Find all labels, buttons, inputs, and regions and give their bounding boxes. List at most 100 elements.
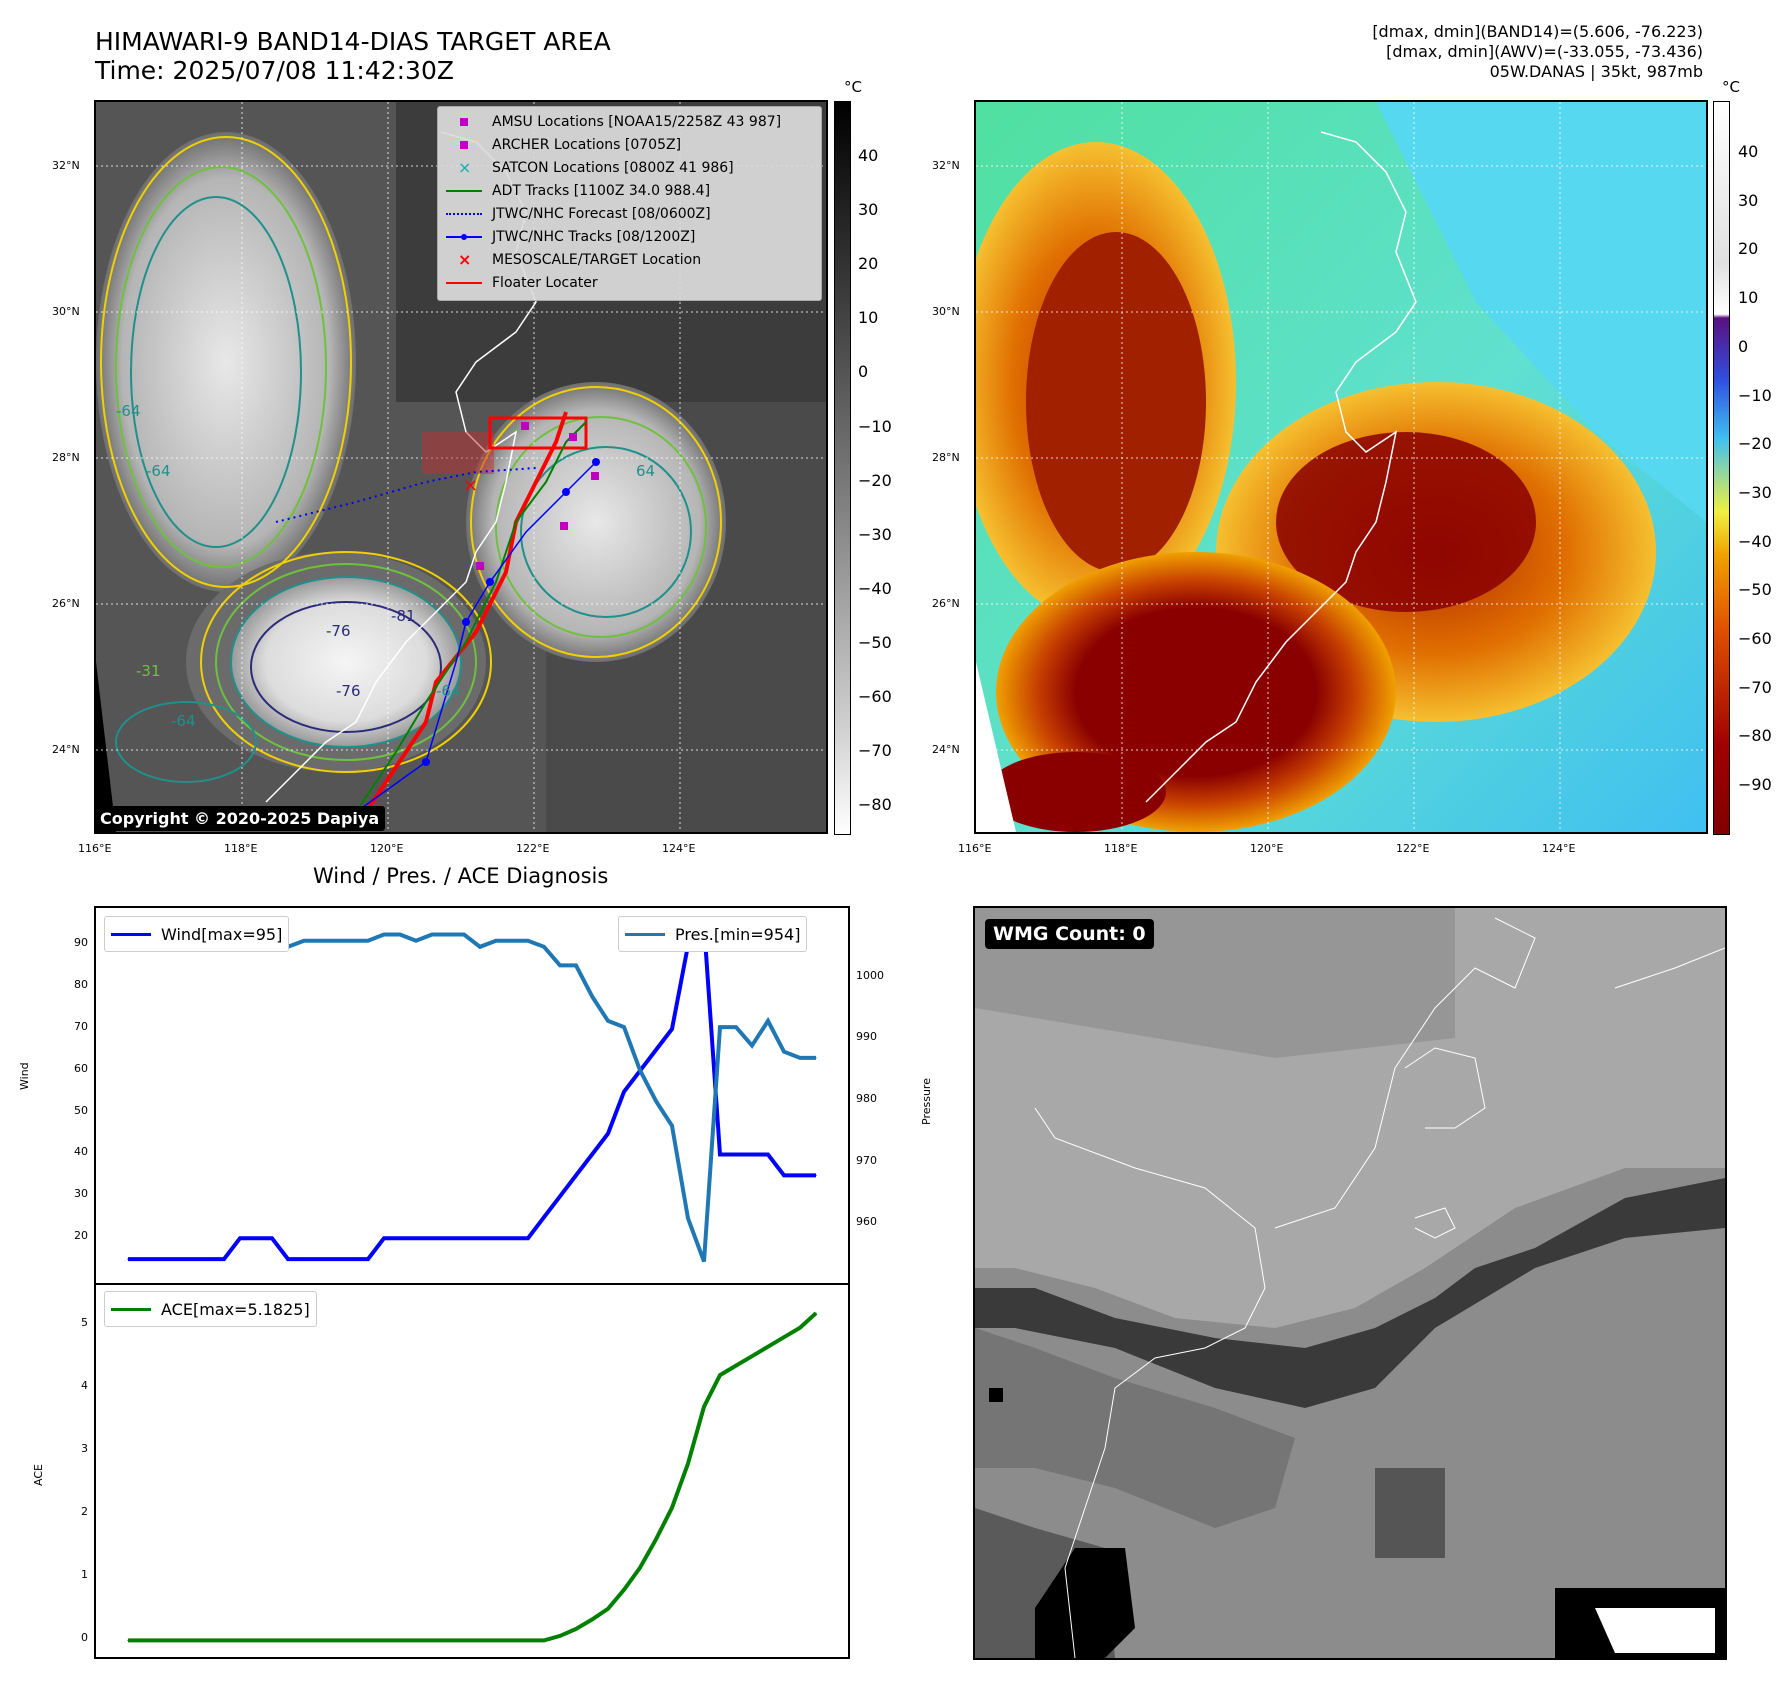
ace-line-point [527, 1639, 529, 1641]
colorbar-unit: °C [844, 78, 862, 96]
pressure-line-point [687, 1217, 689, 1219]
colorbar-tick: 40 [1738, 142, 1759, 161]
ace-line-point [127, 1639, 129, 1641]
awv-map-canvas [976, 102, 1706, 832]
ace-line [128, 1311, 818, 1643]
pressure-line-point [799, 1057, 801, 1059]
colorbar-tick: 40 [858, 146, 879, 165]
colorbar-tick: 0 [858, 362, 869, 382]
y-tick-label: 5 [81, 1315, 88, 1329]
wind-line-point [127, 1258, 129, 1260]
colorbar-tick: −30 [858, 524, 892, 544]
colorbar-tick: −10 [1738, 385, 1772, 405]
ace-line-point [159, 1639, 161, 1641]
ace-line-point [239, 1639, 241, 1641]
ace-line-point [783, 1336, 785, 1338]
ace-line-point [735, 1365, 737, 1367]
lat-label: 32°N [932, 159, 960, 172]
wind-line-point [319, 1258, 321, 1260]
ace-line-point [703, 1406, 705, 1408]
ace-line-point [591, 1618, 593, 1621]
lon-label: 118°E [1104, 842, 1138, 855]
y-tick-label: 20 [74, 1229, 88, 1243]
wind-line-point [671, 1028, 673, 1030]
colorbar-tick: −20 [1738, 434, 1772, 454]
y-tick-label: 90 [74, 936, 88, 950]
lat-label: 32°N [52, 159, 80, 172]
page-time: Time: 2025/07/08 11:42:30Z [95, 56, 454, 85]
pressure-line-point [767, 1020, 769, 1022]
ace-line-point [351, 1639, 353, 1641]
lat-label: 30°N [932, 305, 960, 318]
pressure-line-point [735, 1026, 737, 1028]
line-dot-icon [444, 227, 484, 247]
pressure-line [128, 932, 816, 1263]
lon-label: 122°E [1396, 842, 1430, 855]
pressure-line-point [719, 1026, 721, 1028]
lon-label: 120°E [1250, 842, 1284, 855]
wind-line-point [303, 1258, 305, 1260]
wind-line-point [207, 1258, 209, 1260]
ace-line-point [495, 1639, 497, 1641]
ace-line-point [463, 1639, 465, 1641]
wind-line-point [479, 1237, 481, 1239]
colorbar-tick: −40 [858, 578, 892, 598]
wind-line-point [783, 1174, 785, 1176]
pressure-line-point [703, 1260, 705, 1263]
line-icon [444, 181, 484, 201]
ace-line-point [335, 1639, 337, 1641]
legend-item: × SATCON Locations [0800Z 41 986] [444, 157, 734, 179]
line-icon [625, 932, 665, 936]
lon-label: 124°E [1542, 842, 1576, 855]
lat-label: 26°N [52, 597, 80, 610]
colorbar-tick: 30 [1738, 190, 1759, 210]
wind-line-point [271, 1237, 273, 1239]
pressure-line-point [415, 940, 417, 942]
dotted-line-icon [444, 204, 484, 224]
y-tick-label: 970 [856, 1153, 877, 1167]
x-icon: × [458, 158, 472, 177]
pressure-line-point [479, 946, 481, 948]
pressure-line-point [367, 940, 369, 942]
y-tick-label: 980 [856, 1092, 877, 1106]
ace-line-point [303, 1639, 305, 1641]
wind-line-point [543, 1216, 545, 1218]
line-icon [444, 273, 484, 293]
wind-line-point [799, 1174, 801, 1176]
wind-axis-label: Wind [18, 1062, 31, 1090]
ace-legend: ACE[max=5.1825] [104, 1291, 317, 1327]
colorbar-tick: −70 [1738, 677, 1772, 697]
pressure-line-point [303, 940, 305, 942]
y-tick-label: 990 [856, 1030, 877, 1044]
wind-line-point [223, 1258, 225, 1260]
wind-pressure-panel [94, 906, 850, 1285]
pressure-line-point [559, 964, 561, 966]
y-tick-label: 60 [74, 1061, 88, 1075]
stat-band14: [dmax, dmin](BAND14)=(5.606, -76.223) [1372, 22, 1703, 41]
contour-label: -76 [326, 622, 351, 640]
lat-label: 28°N [932, 451, 960, 464]
wind-line-point [719, 1153, 721, 1156]
ace-line-point [751, 1355, 753, 1357]
wind-line [128, 918, 816, 1262]
colorbar-unit: °C [1722, 78, 1740, 96]
wind-line-point [767, 1153, 769, 1156]
ace-line-point [575, 1628, 577, 1630]
y-tick-label: 1 [81, 1568, 88, 1582]
contour-label: -64 [171, 712, 196, 730]
wind-line-point [255, 1237, 257, 1239]
pressure-legend: Pres.[min=954] [618, 916, 808, 952]
ace-line-point [479, 1639, 481, 1641]
pressure-line-point [431, 933, 433, 936]
pressure-axis-label: Pressure [920, 1078, 933, 1125]
pressure-line-point [575, 964, 577, 966]
ace-panel [94, 1283, 850, 1659]
pressure-line-point [463, 933, 465, 936]
ace-line-point [719, 1374, 721, 1376]
y-tick-label: 0 [81, 1631, 88, 1645]
wind-pressure-chart [127, 918, 817, 1263]
wind-line-point [591, 1153, 593, 1156]
wind-line-point [351, 1258, 353, 1260]
lat-label: 28°N [52, 451, 80, 464]
pressure-line-point [655, 1100, 657, 1102]
